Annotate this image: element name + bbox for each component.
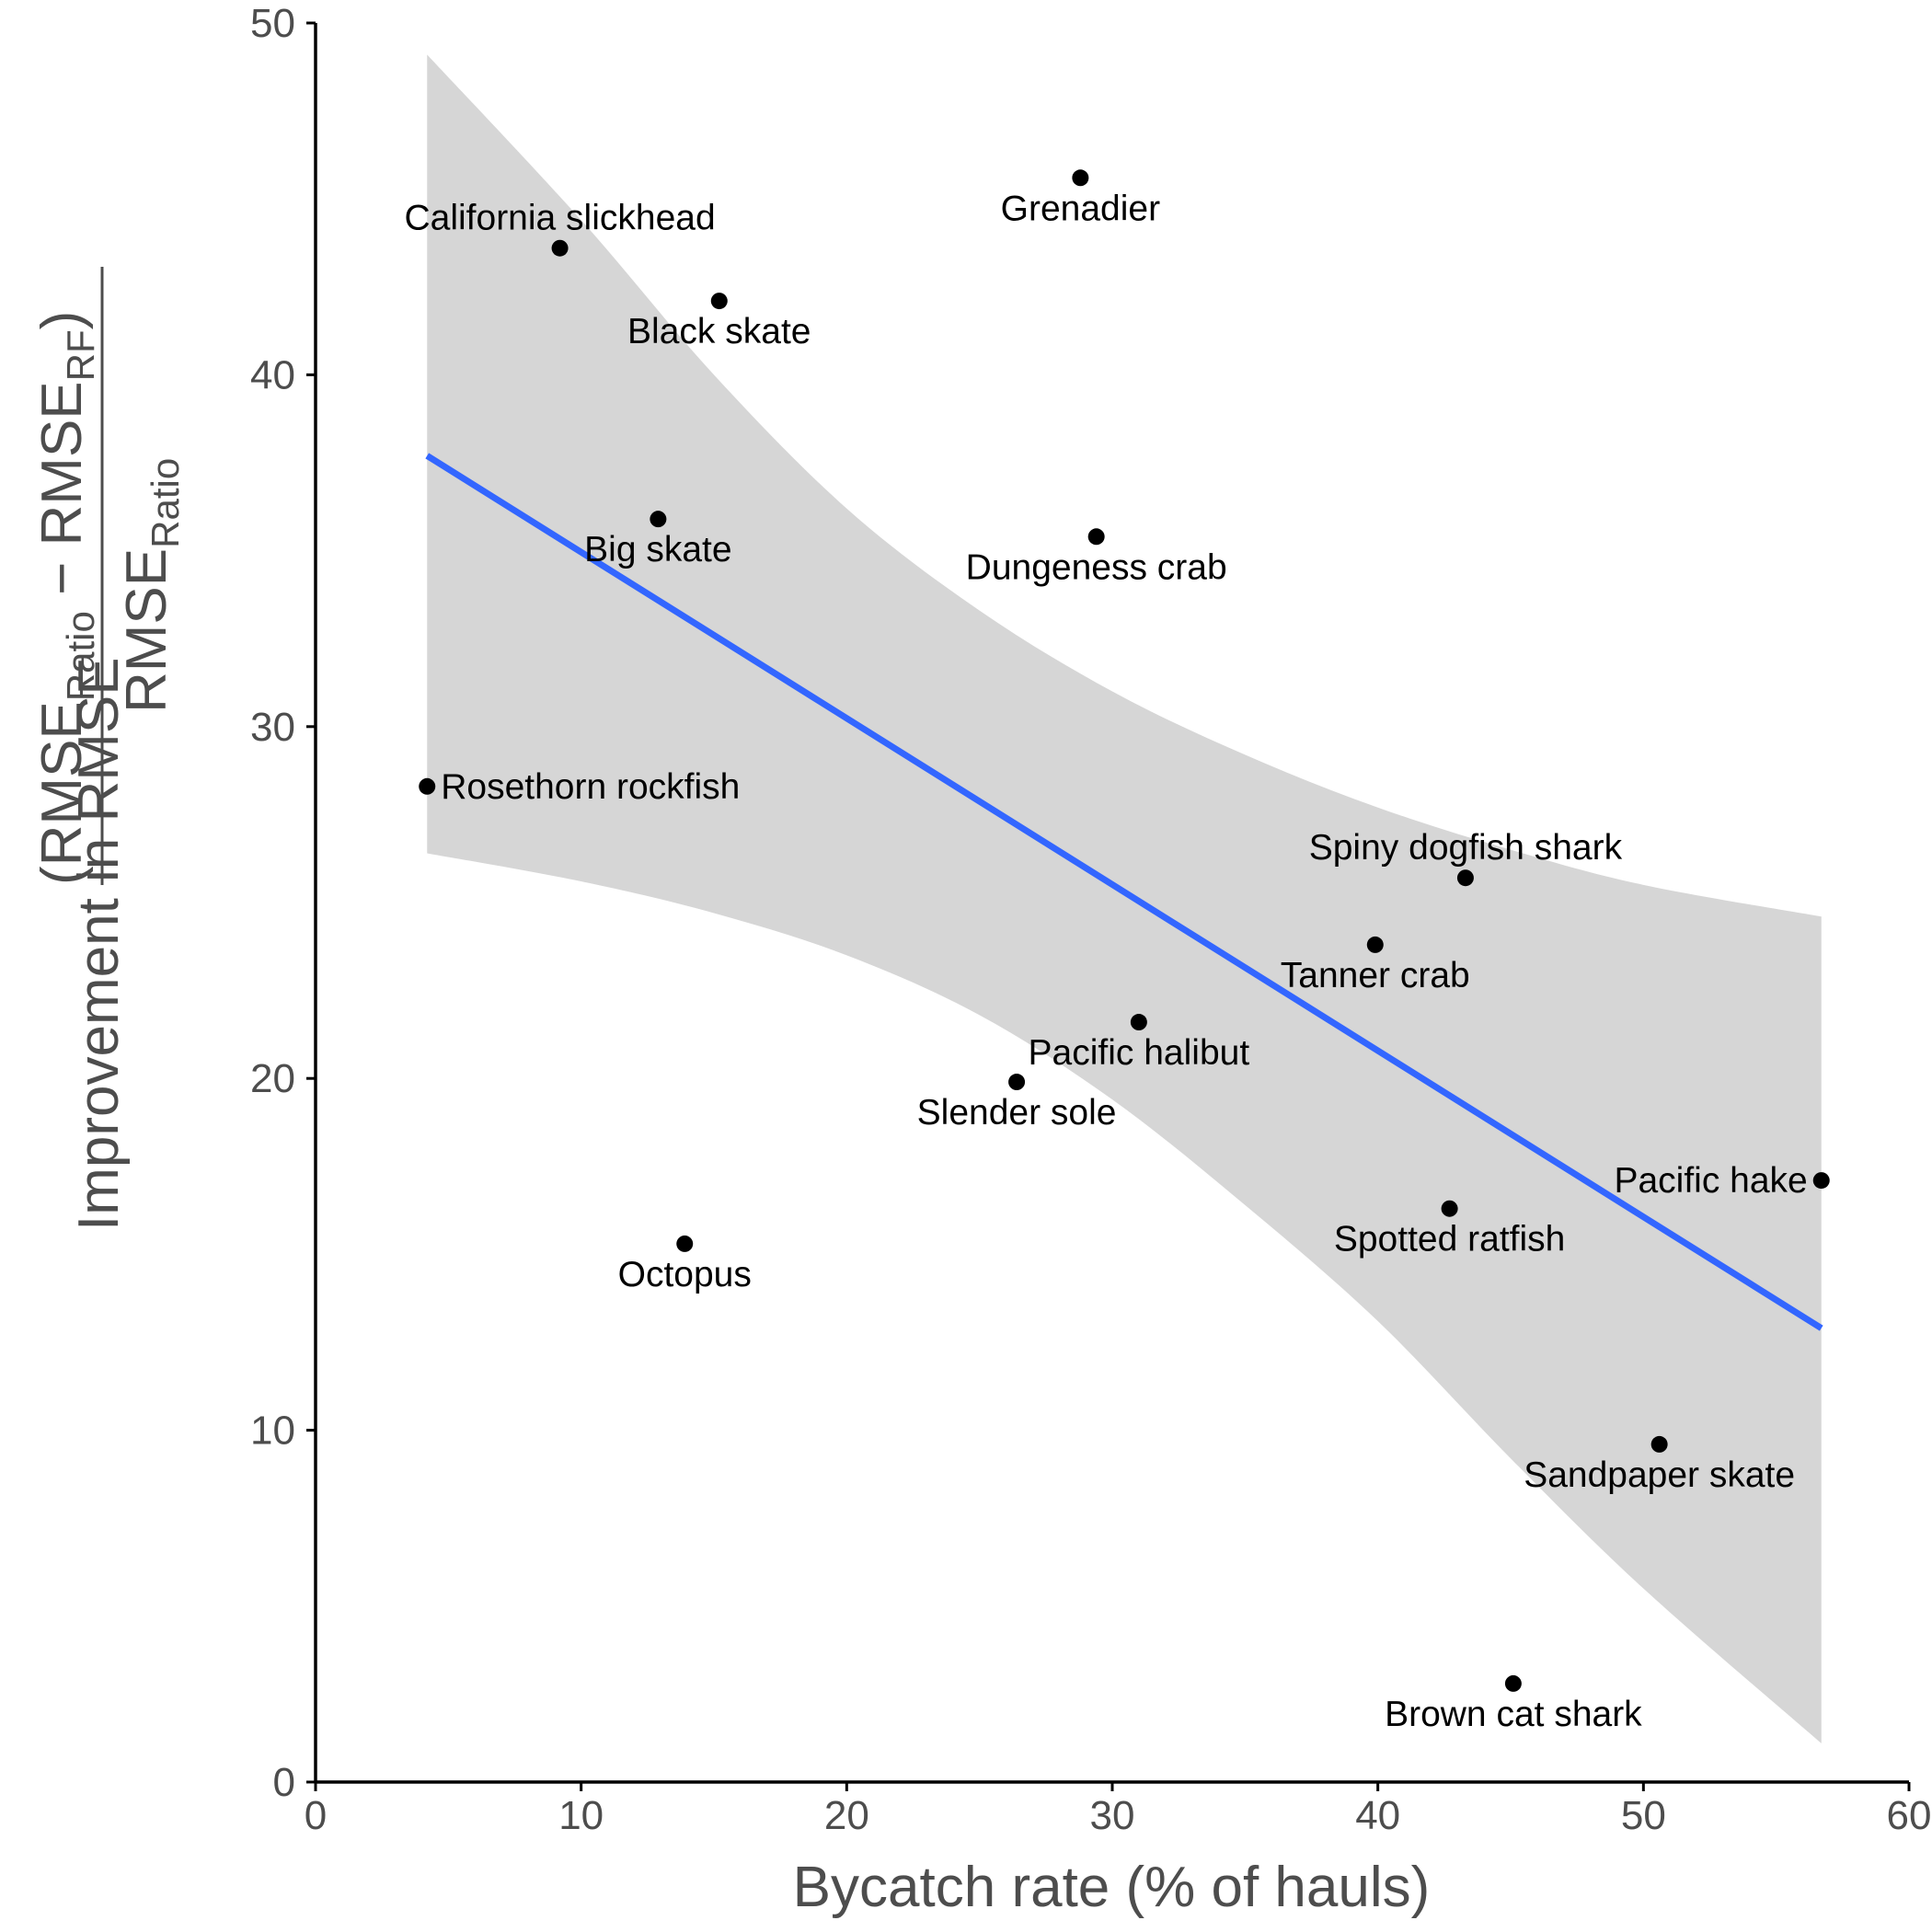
y-tick-label: 10 — [250, 1409, 295, 1454]
data-point — [676, 1235, 694, 1252]
data-point — [710, 293, 728, 310]
data-point — [1812, 1172, 1830, 1190]
axes-layer: 0 10 20 30 40 50 60 0 10 20 30 40 50 — [250, 1, 1931, 1838]
data-point-label: Black skate — [627, 312, 811, 351]
x-tick-label: 60 — [1887, 1793, 1932, 1838]
data-point — [1650, 1435, 1668, 1453]
y-axis-title-denominator: RMSERatio — [115, 458, 187, 713]
data-point-label: Big skate — [584, 530, 731, 569]
data-points-layer — [419, 169, 1830, 1692]
data-point — [1504, 1674, 1522, 1692]
data-point-label: Spotted ratfish — [1334, 1220, 1565, 1259]
point-labels-layer: Grenadier California slickhead Black skate… — [404, 189, 1807, 1734]
data-point-label: Dungeness crab — [966, 547, 1227, 587]
regression-line — [425, 453, 1823, 1331]
y-tick-label: 20 — [250, 1056, 295, 1101]
data-point — [1441, 1200, 1458, 1217]
y-tick-label: 0 — [273, 1760, 295, 1805]
data-point-label: Octopus — [618, 1255, 752, 1294]
regression-line-layer — [425, 453, 1823, 1331]
data-point — [650, 511, 667, 528]
data-point-label: Sandpaper skate — [1524, 1455, 1795, 1495]
data-point — [551, 239, 569, 257]
x-tick-label: 0 — [305, 1793, 327, 1838]
data-point-label: Pacific halibut — [1029, 1033, 1250, 1073]
x-tick-label: 50 — [1621, 1793, 1666, 1838]
y-tick-label: 50 — [250, 1, 295, 46]
data-point — [1456, 869, 1474, 887]
data-point-label: Tanner crab — [1281, 956, 1470, 995]
data-point-label: Slender sole — [917, 1093, 1117, 1133]
data-point-label: Grenadier — [1001, 189, 1160, 228]
data-point — [1008, 1074, 1026, 1091]
confidence-ribbon-layer — [427, 54, 1822, 1743]
x-tick-label: 30 — [1090, 1793, 1135, 1838]
data-point-label: Rosethorn rockfish — [441, 767, 740, 807]
data-point — [1087, 528, 1105, 546]
x-axis-title: Bycatch rate (% of hauls) — [793, 1856, 1431, 1919]
data-point — [1366, 936, 1384, 953]
y-tick-label: 40 — [250, 352, 295, 397]
data-point — [1130, 1014, 1147, 1031]
data-point — [419, 777, 436, 795]
y-axis-title: Improvement in RMSE (RMSERatio − RMSERF)… — [30, 267, 187, 1231]
y-axis-title-numerator: (RMSERatio − RMSERF) — [30, 311, 102, 885]
data-point-label: Pacific hake — [1614, 1161, 1807, 1201]
confidence-ribbon — [427, 54, 1822, 1743]
x-tick-label: 20 — [824, 1793, 869, 1838]
data-point — [1072, 169, 1089, 187]
y-tick-label: 30 — [250, 705, 295, 750]
y-axis-title-prefix: Improvement in RMSE — [67, 657, 131, 1231]
x-tick-label: 10 — [558, 1793, 604, 1838]
data-point-label: Spiny dogfish shark — [1309, 828, 1623, 868]
data-point-label: Brown cat shark — [1385, 1695, 1642, 1734]
data-point-label: California slickhead — [404, 199, 715, 238]
x-tick-label: 40 — [1355, 1793, 1400, 1838]
